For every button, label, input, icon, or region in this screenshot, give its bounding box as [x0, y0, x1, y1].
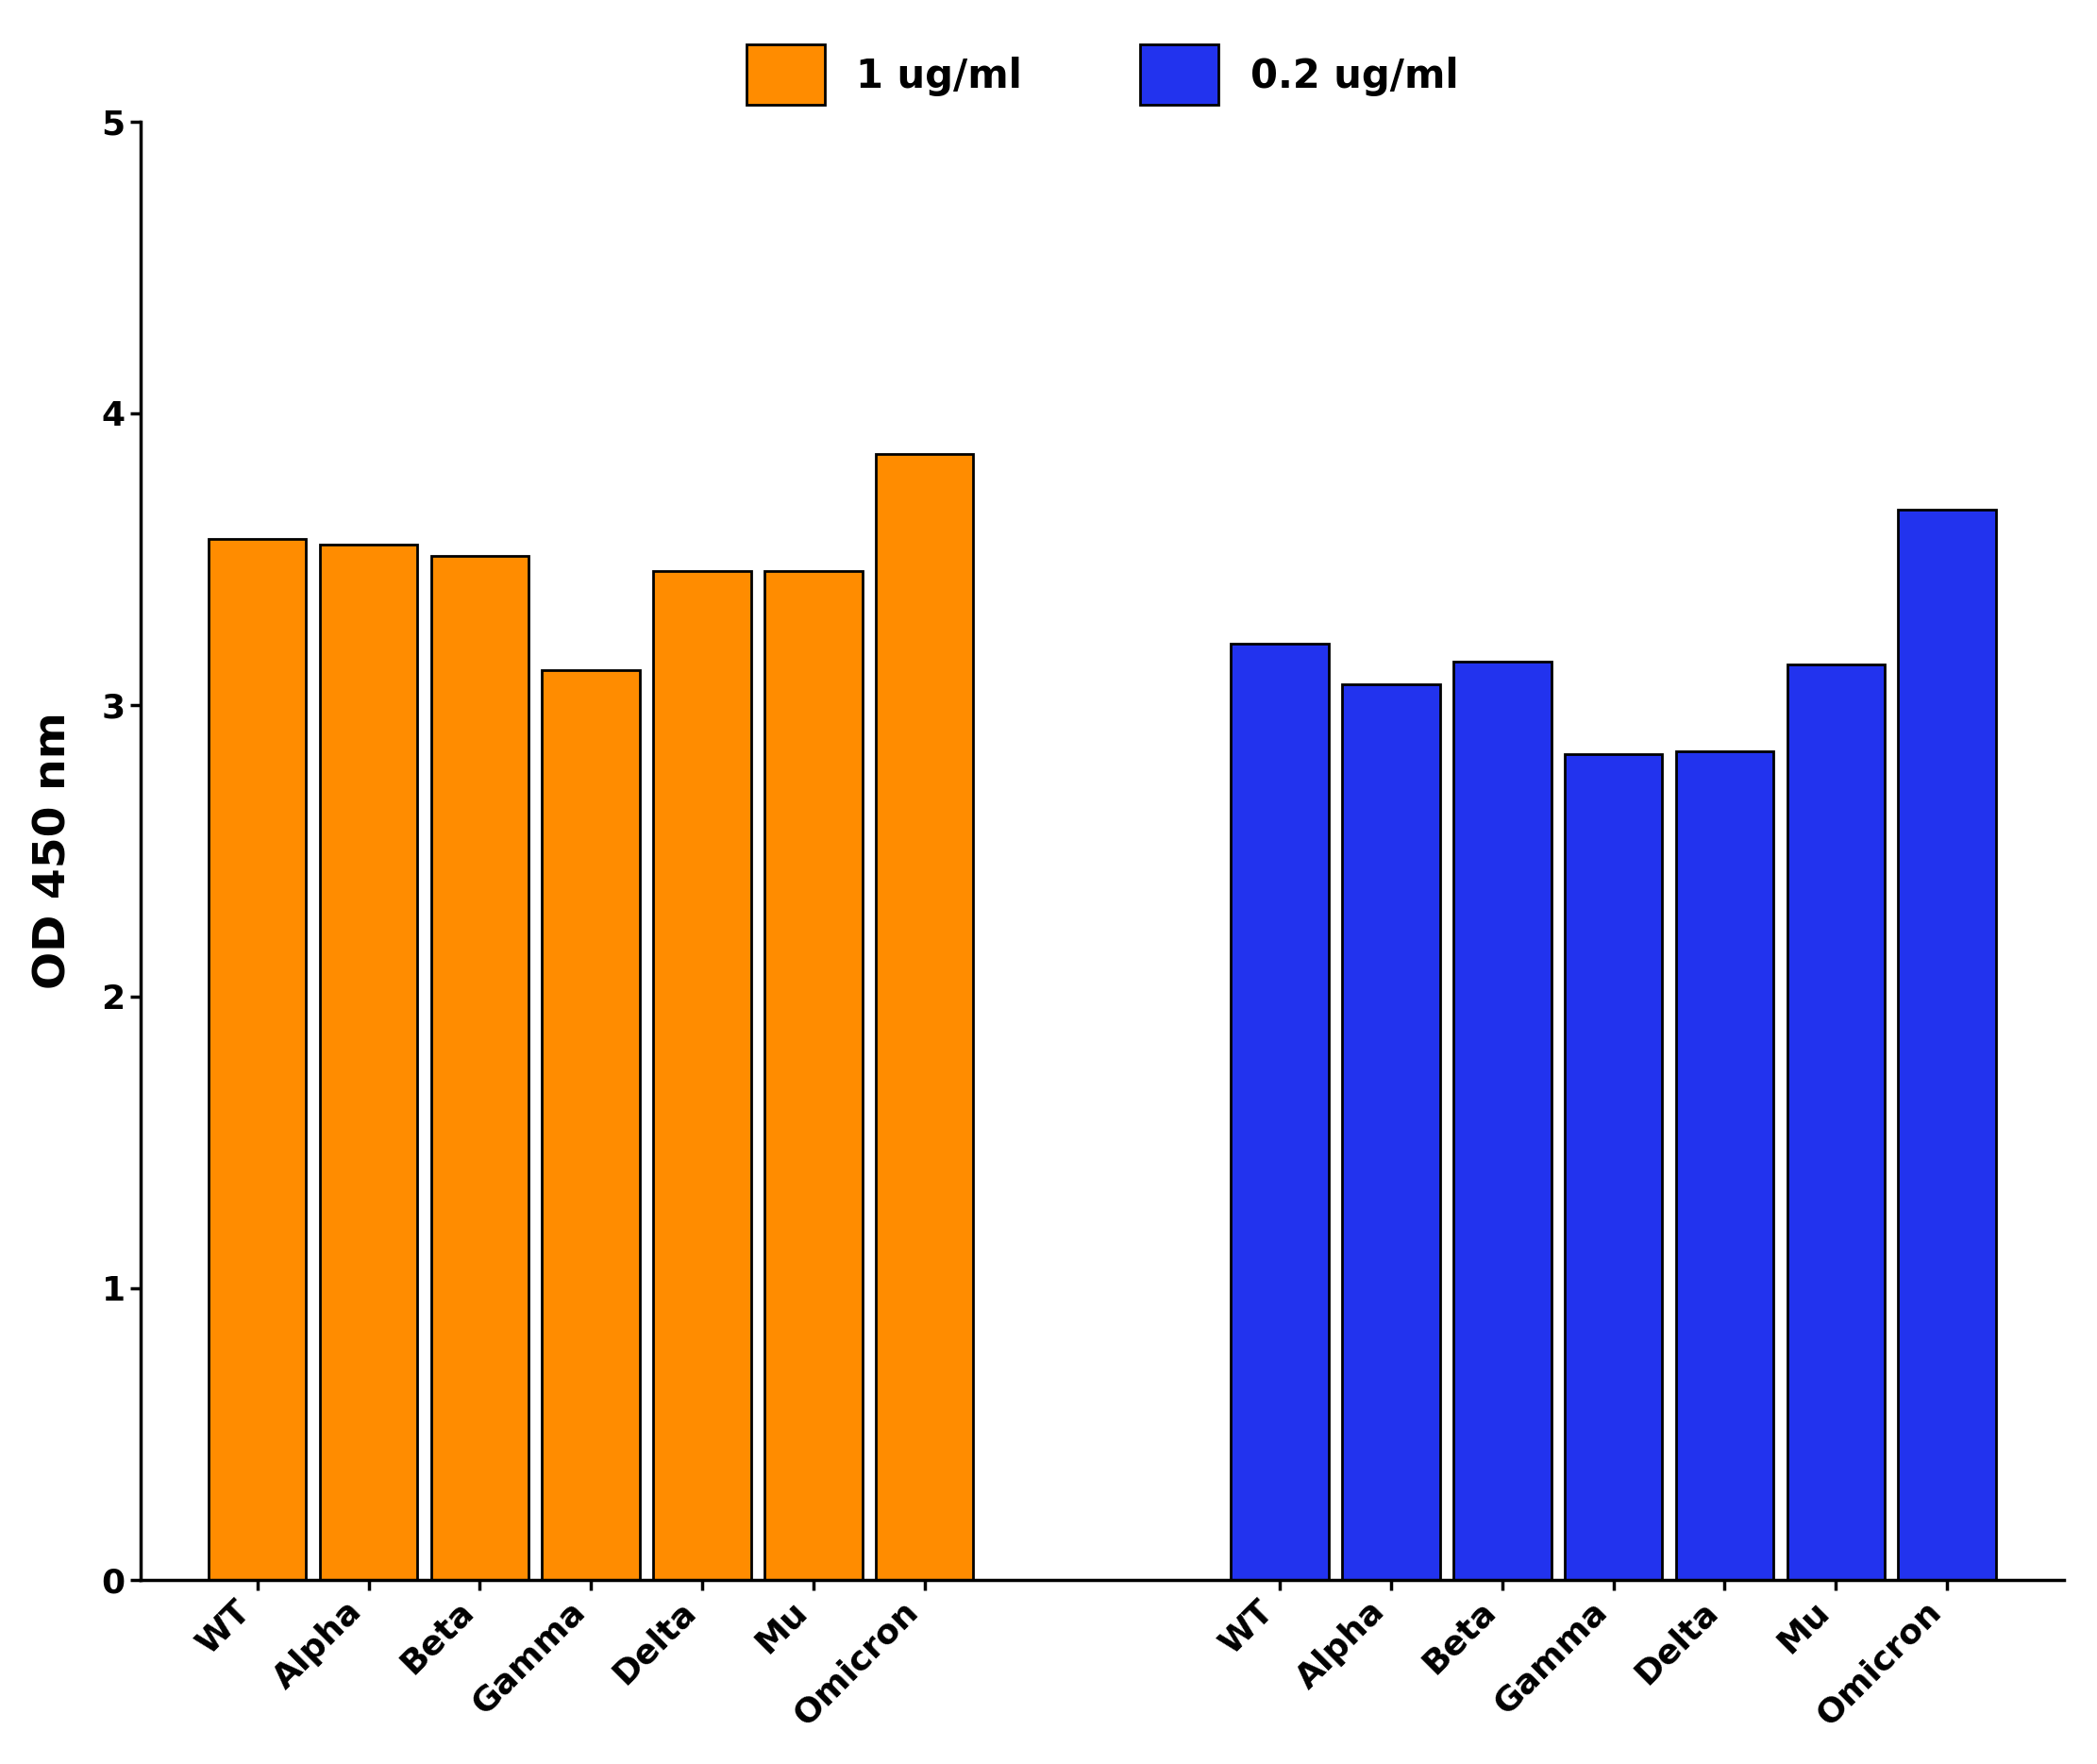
Bar — [1342, 684, 1441, 1581]
Bar — [543, 670, 640, 1581]
Bar — [319, 545, 417, 1581]
Bar — [765, 572, 862, 1581]
Bar — [432, 556, 528, 1581]
Bar — [1676, 751, 1774, 1581]
Legend: 1 ug/ml, 0.2 ug/ml: 1 ug/ml, 0.2 ug/ml — [726, 25, 1478, 125]
Bar — [1453, 662, 1552, 1581]
Bar — [1787, 663, 1885, 1581]
Bar — [1898, 510, 1996, 1581]
Bar — [654, 572, 751, 1581]
Bar — [1231, 644, 1329, 1581]
Bar — [877, 453, 973, 1581]
Bar — [1564, 755, 1663, 1581]
Bar — [208, 538, 306, 1581]
Y-axis label: OD 450 nm: OD 450 nm — [34, 713, 75, 990]
